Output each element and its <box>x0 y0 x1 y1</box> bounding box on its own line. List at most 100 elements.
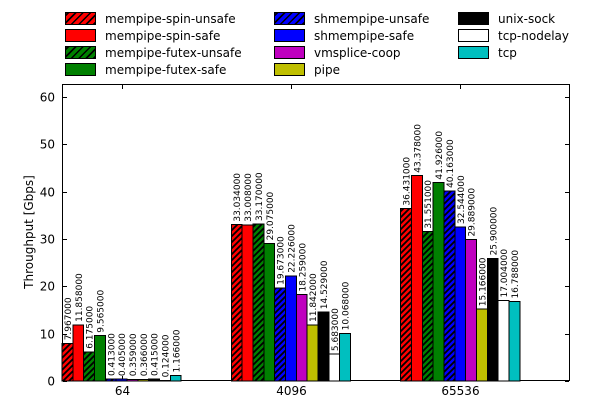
bar-hatch-overlay <box>104 378 117 382</box>
bar-value-label: 15.166000 <box>478 257 488 306</box>
y-axis-label: Throughput [Gbps] <box>22 175 36 290</box>
bar-value-label: 0.366000 <box>140 333 150 376</box>
bar-value-label: 32.544000 <box>457 175 467 224</box>
bar-mempipe-futex-safe <box>263 242 276 382</box>
bar-value-label: 40.163000 <box>446 139 456 188</box>
bar-value-label: 16.788000 <box>511 250 521 299</box>
legend-item-tcp: tcp <box>458 44 569 61</box>
bar-hatch-overlay <box>230 224 243 382</box>
legend-item-shmempipe-unsafe: shmempipe-unsafe <box>274 10 429 27</box>
legend-label: pipe <box>314 62 340 77</box>
x-tick-label: 64 <box>115 384 130 398</box>
legend-swatch <box>274 12 305 25</box>
legend-column: shmempipe-unsafe shmempipe-safe vmsplice-c… <box>274 10 429 78</box>
bar-hatch-overlay <box>83 351 96 382</box>
bar-hatch-overlay <box>61 342 74 382</box>
bar-value-label: 19.673000 <box>277 236 287 285</box>
bar-value-label: 41.926000 <box>435 131 445 180</box>
bar-shmempipe-safe <box>454 226 467 382</box>
bar-value-label: 22.226000 <box>287 224 297 273</box>
bar-hatch-overlay <box>252 223 265 382</box>
legend-swatch <box>274 29 305 42</box>
y-tick-label: 60 <box>40 91 55 105</box>
legend-item-tcp-nodelay: tcp-nodelay <box>458 27 569 44</box>
y-tick-label: 20 <box>40 280 55 294</box>
legend-label: mempipe-spin-safe <box>105 28 221 43</box>
x-tick-label: 4096 <box>276 384 307 398</box>
legend-swatch <box>274 63 305 76</box>
legend-label: shmempipe-safe <box>314 28 415 43</box>
legend-item-shmempipe-safe: shmempipe-safe <box>274 27 429 44</box>
bar-value-label: 33.008000 <box>244 173 254 222</box>
bar-unix-sock <box>486 257 499 382</box>
bar-hatch-overlay <box>421 231 434 382</box>
bar-vmsplice-coop <box>465 239 478 382</box>
bar-vmsplice-coop <box>295 294 308 382</box>
legend-label: shmempipe-unsafe <box>314 11 430 26</box>
legend-swatch <box>65 63 96 76</box>
bar-value-label: 10.068000 <box>342 281 352 330</box>
bar-value-label: 29.889000 <box>468 188 478 237</box>
legend-swatch <box>65 46 96 59</box>
y-tick-label: 30 <box>40 233 55 247</box>
y-tick-label: 10 <box>40 328 55 342</box>
bar-value-label: 9.565000 <box>96 290 106 333</box>
bar-value-label: 11.842000 <box>309 273 319 322</box>
bar-shmempipe-safe <box>115 378 128 382</box>
legend-item-mempipe-spin-safe: mempipe-spin-safe <box>65 27 242 44</box>
bar-mempipe-futex-safe <box>94 335 106 382</box>
bar-mempipe-spin-safe <box>411 175 423 382</box>
bar-value-label: 31.551000 <box>424 180 434 229</box>
bar-value-label: 43.378000 <box>413 124 423 173</box>
legend-item-pipe: pipe <box>274 61 429 78</box>
legend-label: mempipe-spin-unsafe <box>105 11 236 26</box>
bar-value-label: 0.405000 <box>118 333 128 376</box>
legend-item-mempipe-futex-safe: mempipe-futex-safe <box>65 61 242 78</box>
legend-item-vmsplice-coop: vmsplice-coop <box>274 44 429 61</box>
bar-value-label: 0.359000 <box>129 333 139 376</box>
bar-unix-sock <box>317 311 330 382</box>
legend-swatch <box>274 46 305 59</box>
legend-label: tcp <box>498 45 517 60</box>
bar-tcp-nodelay <box>328 353 341 382</box>
bar-value-label: 14.529000 <box>320 260 330 309</box>
legend-label: mempipe-futex-safe <box>105 62 227 77</box>
bar-shmempipe-safe <box>285 275 297 382</box>
legend-label: vmsplice-coop <box>314 45 401 60</box>
bar-value-label: 11.858000 <box>75 273 85 322</box>
bar-mempipe-spin-safe <box>72 324 85 382</box>
bar-tcp-nodelay <box>497 300 510 382</box>
bar-value-label: 33.034000 <box>233 173 243 222</box>
legend-item-mempipe-spin-unsafe: mempipe-spin-unsafe <box>65 10 242 27</box>
legend-item-mempipe-futex-unsafe: mempipe-futex-unsafe <box>65 44 242 61</box>
legend-swatch <box>65 29 96 42</box>
bar-unix-sock <box>148 378 161 382</box>
bar-pipe <box>137 378 150 382</box>
bar-value-label: 7.967000 <box>64 297 74 340</box>
bar-hatch-overlay <box>443 190 456 382</box>
bar-value-label: 0.415000 <box>151 333 161 376</box>
bar-pipe <box>306 324 319 382</box>
legend-label: tcp-nodelay <box>498 28 569 43</box>
bar-value-label: 0.413000 <box>107 333 117 376</box>
legend-swatch <box>65 12 96 25</box>
legend-column: unix-sock tcp-nodelay tcp <box>458 10 569 61</box>
bar-mempipe-futex-safe <box>432 182 445 382</box>
bar-value-label: 18.259000 <box>298 243 308 292</box>
bar-value-label: 6.175000 <box>86 306 96 349</box>
y-tick-label: 50 <box>40 138 55 152</box>
legend-label: mempipe-futex-unsafe <box>105 45 242 60</box>
bar-tcp-nodelay <box>159 379 171 382</box>
bar-tcp <box>169 374 182 382</box>
y-tick-label: 0 <box>47 375 55 389</box>
bar-pipe <box>476 308 488 382</box>
bar-value-label: 1.166000 <box>172 329 182 372</box>
legend-swatch <box>458 46 489 59</box>
legend-swatch <box>458 12 489 25</box>
bar-hatch-overlay <box>400 208 413 382</box>
legend-label: unix-sock <box>498 11 556 26</box>
bar-value-label: 33.170000 <box>255 172 265 221</box>
bar-mempipe-spin-safe <box>241 224 254 382</box>
